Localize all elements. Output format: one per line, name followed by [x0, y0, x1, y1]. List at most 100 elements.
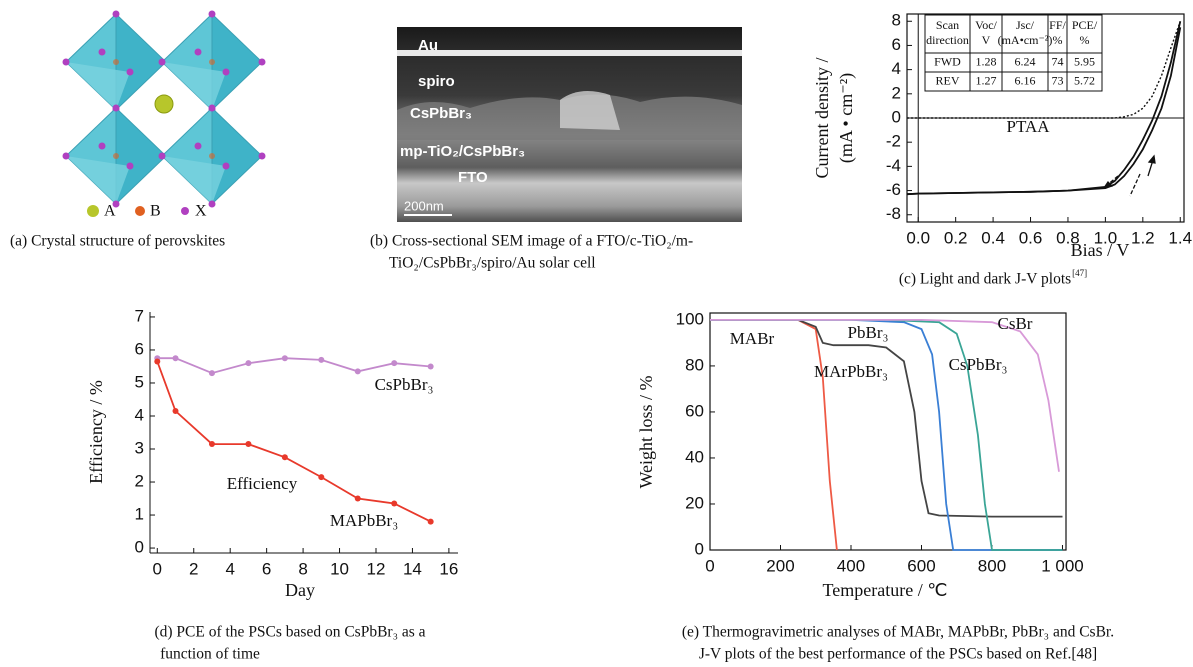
y-tick-label: 4 [135, 405, 144, 424]
x-axis-label: Day [285, 580, 315, 600]
a-atom [154, 94, 174, 114]
series-line [710, 319, 1060, 472]
x-tick-label: 800 [978, 556, 1006, 575]
series-line [710, 319, 838, 551]
x-atom [126, 162, 134, 170]
y-axis-label: Current density / [812, 58, 832, 179]
data-point [172, 408, 179, 415]
data-point [281, 454, 288, 461]
x-tick-label: 14 [403, 559, 422, 578]
series-label: CsPbBr₃ [375, 375, 434, 394]
b-atom [209, 59, 215, 65]
caption: J-V plots of the best performance of the… [699, 646, 1097, 663]
x-tick-label: 4 [225, 559, 234, 578]
octahedron-face [66, 156, 130, 204]
y-tick-label: 0 [892, 107, 901, 126]
x-atom [112, 104, 120, 112]
caption: (b) Cross-sectional SEM image of a FTO/c… [370, 233, 693, 250]
x-axis-label: Temperature / ℃ [823, 580, 948, 600]
data-point [391, 500, 398, 507]
y-tick-label: 2 [892, 83, 901, 102]
table-header: V [982, 33, 991, 47]
sem-image: Au spiro CsPbBr₃ mp-TiO₂/CsPbBr₃ FTO 200… [397, 27, 742, 222]
caption: (e) Thermogravimetric analyses of MABr, … [682, 624, 1114, 641]
x-atom [126, 68, 134, 76]
y-tick-label: 7 [135, 306, 144, 325]
data-point [354, 495, 361, 502]
x-tick-label: 1.2 [1131, 228, 1155, 247]
table-header: direction [926, 33, 969, 47]
x-tick-label: 16 [439, 559, 458, 578]
layer-label: CsPbBr₃ [410, 105, 472, 122]
legend-label: B [150, 203, 161, 220]
x-tick-label: 0.4 [981, 228, 1005, 247]
y-tick-label: 100 [676, 309, 704, 328]
x-axis-label: Bias / V [1071, 240, 1130, 260]
x-atom [98, 48, 106, 56]
x-tick-label: 10 [330, 559, 349, 578]
series-line [907, 21, 1181, 119]
data-point [427, 363, 434, 370]
table-cell: FWD [934, 54, 961, 68]
y-tick-label: 4 [892, 59, 901, 78]
data-point [245, 441, 252, 448]
series-line [710, 319, 1063, 551]
series-line [710, 319, 1063, 518]
x-tick-label: 0.2 [944, 228, 968, 247]
plot-frame [709, 312, 1067, 551]
y-tick-label: -2 [886, 132, 901, 151]
annotation: PTAA [1006, 117, 1050, 136]
table-cell: 6.16 [1015, 73, 1036, 87]
caption: (c) Light and dark J-V plots [899, 271, 1071, 288]
layer-label: Au [418, 37, 438, 54]
y-tick-label: 1 [135, 505, 144, 524]
series-label: CsBr [998, 314, 1033, 333]
data-point [427, 518, 434, 525]
data-point [281, 355, 288, 362]
table-header: % [1053, 33, 1063, 47]
octahedron-face [66, 62, 130, 110]
caption: function of time [160, 646, 260, 663]
x-tick-label: 0 [153, 559, 162, 578]
data-point [245, 360, 252, 367]
y-axis-label: (mA • cm⁻²) [836, 73, 857, 163]
x-atom [194, 142, 202, 150]
series-label: PbBr₃ [848, 323, 889, 342]
table-cell: 5.95 [1074, 54, 1095, 68]
x-tick-label: 1.4 [1168, 228, 1192, 247]
octahedron-face [162, 62, 226, 110]
x-tick-label: 0.8 [1056, 228, 1080, 247]
series-line [906, 21, 1182, 196]
x-atom [112, 200, 120, 208]
y-tick-label: 60 [685, 401, 704, 420]
x-atom [158, 152, 166, 160]
data-point [208, 441, 215, 448]
y-tick-label: -8 [886, 204, 901, 223]
x-tick-label: 0 [705, 556, 714, 575]
y-tick-label: 6 [892, 35, 901, 54]
x-tick-label: 600 [907, 556, 935, 575]
y-tick-label: -6 [886, 180, 901, 199]
table-header: Scan [936, 18, 959, 32]
x-atom [98, 142, 106, 150]
data-point [172, 355, 179, 362]
x-atom [158, 58, 166, 66]
table-cell: 74 [1052, 54, 1064, 68]
data-point [318, 356, 325, 363]
b-atom [209, 153, 215, 159]
x-atom [208, 104, 216, 112]
y-tick-label: 20 [685, 493, 704, 512]
b-atom [113, 59, 119, 65]
x-atom [62, 152, 70, 160]
table-header: PCE/ [1072, 18, 1098, 32]
table-cell: 1.28 [976, 54, 997, 68]
layer-label: mp-TiO₂/CsPbBr₃ [400, 143, 525, 160]
octahedron-face [162, 156, 226, 204]
x-atom [258, 58, 266, 66]
x-tick-label: 0.0 [906, 228, 930, 247]
data-point [154, 358, 161, 365]
x-atom [208, 10, 216, 18]
y-tick-label: 5 [135, 372, 144, 391]
y-axis-label: Efficiency / % [86, 380, 106, 484]
series-label: MArPbBr₃ [814, 362, 888, 381]
